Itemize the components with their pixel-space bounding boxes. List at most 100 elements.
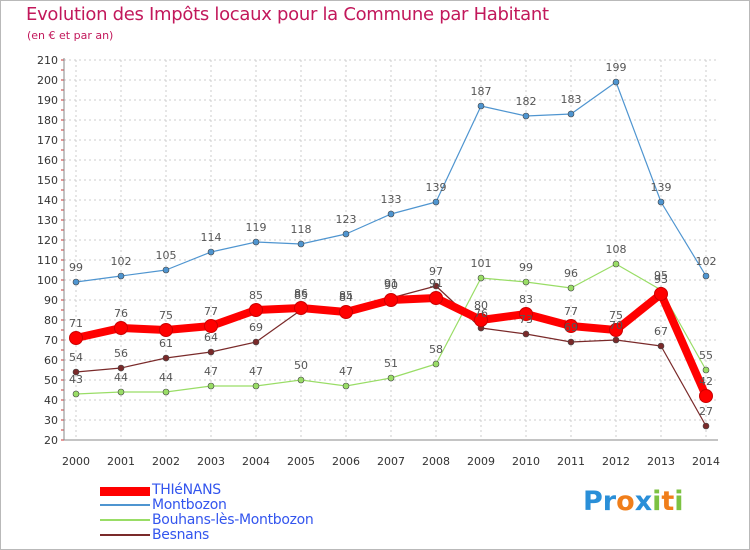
data-label: 47 bbox=[339, 365, 353, 378]
data-label: 42 bbox=[699, 375, 713, 388]
data-point-thi-nans bbox=[564, 319, 578, 333]
data-point-montbozon bbox=[432, 198, 440, 206]
data-point-bouhans-l-s-montbozon bbox=[72, 390, 80, 398]
legend-label: THIéNANS bbox=[152, 482, 221, 498]
y-tick-label: 20 bbox=[44, 434, 58, 447]
data-point-bouhans-l-s-montbozon bbox=[432, 360, 440, 368]
chart-title: Evolution des Impôts locaux pour la Comm… bbox=[26, 4, 549, 25]
data-point-montbozon bbox=[567, 110, 575, 118]
x-tick-label: 2009 bbox=[467, 455, 495, 468]
data-point-thi-nans bbox=[609, 323, 623, 337]
data-label: 64 bbox=[204, 331, 218, 344]
data-label: 61 bbox=[159, 337, 173, 350]
y-tick-label: 160 bbox=[37, 154, 58, 167]
data-point-thi-nans bbox=[204, 319, 218, 333]
chart-subtitle: (en € et par an) bbox=[27, 29, 114, 42]
legend-swatch bbox=[100, 504, 150, 506]
data-label: 133 bbox=[381, 193, 402, 206]
data-label: 96 bbox=[564, 267, 578, 280]
data-point-bouhans-l-s-montbozon bbox=[342, 382, 350, 390]
legend-swatch bbox=[100, 487, 150, 496]
data-point-bouhans-l-s-montbozon bbox=[477, 274, 485, 282]
data-point-bouhans-l-s-montbozon bbox=[252, 382, 260, 390]
data-point-besnans bbox=[612, 336, 620, 344]
x-tick-label: 2007 bbox=[377, 455, 405, 468]
data-label: 69 bbox=[564, 321, 578, 334]
y-tick-label: 150 bbox=[37, 174, 58, 187]
data-label: 119 bbox=[246, 221, 267, 234]
proxiti-logo: Proxiti bbox=[583, 486, 684, 517]
data-label: 50 bbox=[294, 359, 308, 372]
data-label: 91 bbox=[429, 277, 443, 290]
logo-letter: P bbox=[583, 486, 603, 517]
y-tick-label: 40 bbox=[44, 394, 58, 407]
y-tick-label: 60 bbox=[44, 354, 58, 367]
data-label: 77 bbox=[564, 305, 578, 318]
data-point-montbozon bbox=[297, 240, 305, 248]
data-label: 51 bbox=[384, 357, 398, 370]
data-label: 97 bbox=[429, 265, 443, 278]
data-point-thi-nans bbox=[159, 323, 173, 337]
data-label: 99 bbox=[69, 261, 83, 274]
data-label: 199 bbox=[606, 61, 627, 74]
x-tick-label: 2001 bbox=[107, 455, 135, 468]
data-point-montbozon bbox=[702, 272, 710, 280]
y-tick-label: 210 bbox=[37, 54, 58, 67]
data-point-bouhans-l-s-montbozon bbox=[522, 278, 530, 286]
y-tick-label: 50 bbox=[44, 374, 58, 387]
data-label: 75 bbox=[609, 309, 623, 322]
data-label: 27 bbox=[699, 405, 713, 418]
logo-letter: i bbox=[674, 486, 684, 517]
data-label: 70 bbox=[609, 319, 623, 332]
legend-swatch bbox=[100, 519, 150, 521]
data-label: 90 bbox=[384, 279, 398, 292]
y-tick-label: 120 bbox=[37, 234, 58, 247]
data-label: 93 bbox=[654, 273, 668, 286]
data-point-besnans bbox=[522, 330, 530, 338]
data-label: 73 bbox=[519, 313, 533, 326]
x-tick-label: 2011 bbox=[557, 455, 585, 468]
data-label: 91 bbox=[384, 277, 398, 290]
data-point-bouhans-l-s-montbozon bbox=[387, 374, 395, 382]
data-point-thi-nans bbox=[69, 331, 83, 345]
data-point-thi-nans bbox=[474, 313, 488, 327]
data-point-besnans bbox=[567, 338, 575, 346]
data-point-besnans bbox=[207, 348, 215, 356]
data-point-montbozon bbox=[387, 210, 395, 218]
data-label: 80 bbox=[474, 299, 488, 312]
x-tick-label: 2004 bbox=[242, 455, 270, 468]
data-point-montbozon bbox=[117, 272, 125, 280]
y-tick-label: 100 bbox=[37, 274, 58, 287]
data-point-montbozon bbox=[342, 230, 350, 238]
data-label: 85 bbox=[339, 289, 353, 302]
data-label: 139 bbox=[651, 181, 672, 194]
data-point-montbozon bbox=[252, 238, 260, 246]
data-point-bouhans-l-s-montbozon bbox=[162, 388, 170, 396]
data-label: 108 bbox=[606, 243, 627, 256]
data-label: 182 bbox=[516, 95, 537, 108]
data-label: 85 bbox=[294, 289, 308, 302]
data-label: 47 bbox=[204, 365, 218, 378]
data-label: 118 bbox=[291, 223, 312, 236]
y-tick-label: 180 bbox=[37, 114, 58, 127]
y-tick-label: 80 bbox=[44, 314, 58, 327]
data-point-montbozon bbox=[207, 248, 215, 256]
data-point-thi-nans bbox=[429, 291, 443, 305]
data-point-thi-nans bbox=[699, 389, 713, 403]
legend-swatch bbox=[100, 534, 150, 536]
x-tick-label: 2010 bbox=[512, 455, 540, 468]
data-point-besnans bbox=[432, 282, 440, 290]
data-label: 76 bbox=[474, 307, 488, 320]
data-label: 123 bbox=[336, 213, 357, 226]
data-label: 139 bbox=[426, 181, 447, 194]
data-point-thi-nans bbox=[339, 305, 353, 319]
x-tick-label: 2014 bbox=[692, 455, 720, 468]
data-label: 83 bbox=[519, 293, 533, 306]
data-point-thi-nans bbox=[249, 303, 263, 317]
data-point-bouhans-l-s-montbozon bbox=[702, 366, 710, 374]
data-point-montbozon bbox=[657, 198, 665, 206]
data-label: 105 bbox=[156, 249, 177, 262]
data-point-besnans bbox=[72, 368, 80, 376]
data-label: 58 bbox=[429, 343, 443, 356]
data-point-montbozon bbox=[162, 266, 170, 274]
